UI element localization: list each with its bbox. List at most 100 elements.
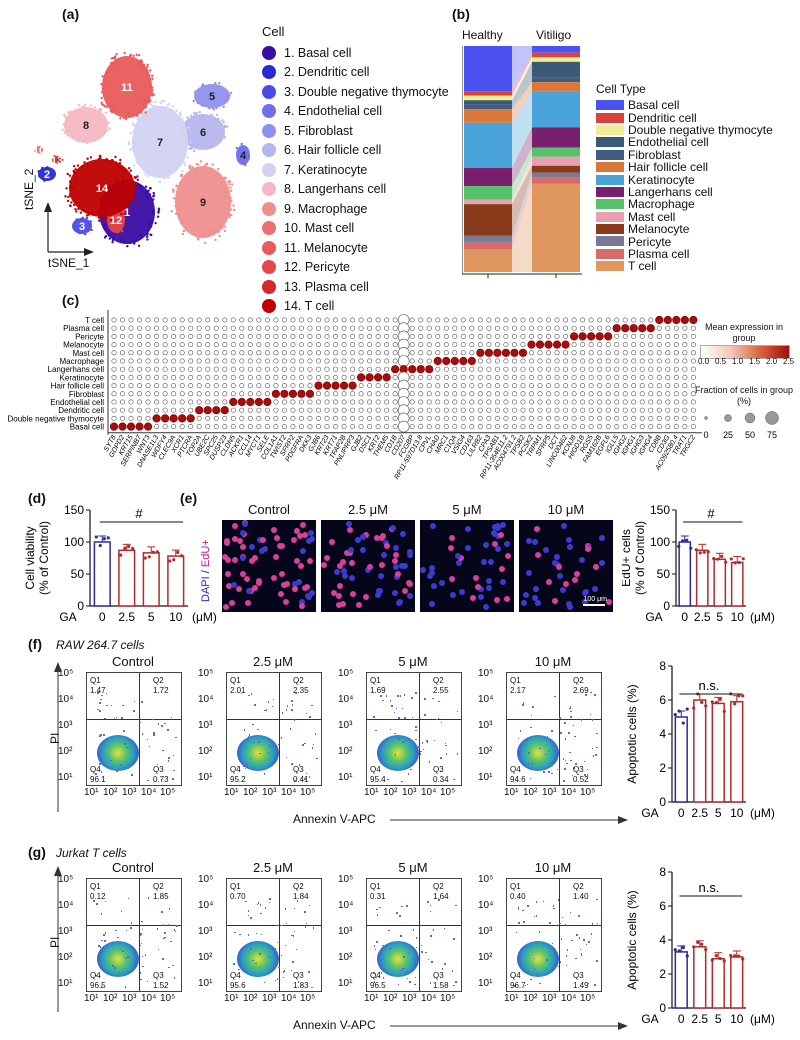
bar-point bbox=[714, 954, 718, 958]
cell-legend-label: 12. Pericyte bbox=[284, 260, 351, 275]
tsne-cluster-6 bbox=[181, 114, 225, 150]
dotplot-dot bbox=[171, 366, 177, 372]
tsne-point bbox=[41, 166, 44, 170]
celltype-legend-swatch bbox=[596, 162, 624, 173]
tsne-point bbox=[174, 205, 177, 208]
tsne-point bbox=[105, 71, 109, 74]
tsne-point bbox=[197, 100, 200, 103]
dotplot-dot bbox=[111, 391, 117, 397]
bar-point bbox=[677, 949, 681, 953]
tsne-point bbox=[228, 94, 231, 97]
dotplot-dot bbox=[145, 333, 151, 339]
tsne-point bbox=[211, 228, 215, 232]
tsne-point bbox=[142, 168, 145, 171]
tsne-point bbox=[181, 153, 184, 156]
tsne-point bbox=[138, 53, 141, 57]
dotplot-dot bbox=[196, 317, 202, 323]
tsne-point bbox=[144, 73, 148, 77]
tsne-point bbox=[91, 139, 94, 142]
dotplot-dot bbox=[188, 391, 194, 397]
tsne-point bbox=[210, 113, 213, 117]
tsne-point bbox=[216, 113, 219, 117]
stack-flow bbox=[512, 91, 532, 169]
tsne-point bbox=[135, 182, 138, 185]
tsne-point bbox=[181, 117, 184, 120]
tsne-point bbox=[179, 111, 182, 114]
tsne-point bbox=[147, 196, 151, 199]
tsne-point bbox=[146, 238, 149, 241]
stack-segment bbox=[532, 183, 580, 272]
tsne-point bbox=[76, 202, 79, 205]
tsne-cluster-14 bbox=[69, 159, 135, 217]
dotplot-dot bbox=[188, 317, 194, 323]
dotplot-dot bbox=[213, 333, 219, 339]
tsne-cluster-number: 1 bbox=[124, 207, 130, 219]
tsne-point bbox=[223, 125, 226, 129]
tsne-point bbox=[244, 162, 247, 165]
bar-point bbox=[718, 956, 722, 961]
tsne-point bbox=[148, 111, 152, 114]
dotplot-dot bbox=[213, 342, 219, 348]
bar-sig-label: n.s. bbox=[699, 880, 720, 895]
tsne-point bbox=[138, 64, 142, 68]
cell-legend-dot bbox=[262, 65, 276, 80]
bar-y-tick-label: 8 bbox=[659, 865, 666, 879]
tsne-point bbox=[188, 173, 192, 177]
cell-legend-label: 1. Basal cell bbox=[284, 45, 352, 60]
tsne-point bbox=[150, 107, 153, 111]
tsne-point bbox=[222, 105, 225, 109]
tsne-point bbox=[184, 177, 188, 180]
tsne-point bbox=[137, 244, 141, 247]
stack-segment bbox=[464, 242, 512, 250]
tsne-point bbox=[247, 155, 251, 159]
tsne-point bbox=[82, 105, 86, 109]
dotplot-dot bbox=[145, 415, 151, 421]
cell-legend-item: 5. Fibroblast bbox=[262, 121, 449, 141]
tsne-point bbox=[151, 199, 154, 202]
tsne-point bbox=[201, 114, 205, 118]
tsne-cluster-number: 12 bbox=[110, 215, 122, 227]
tsne-point bbox=[181, 218, 185, 221]
celltype-legend-title: Cell Type bbox=[596, 82, 646, 96]
tsne-point bbox=[129, 194, 132, 197]
dotplot-dot bbox=[213, 366, 219, 372]
tsne-point bbox=[160, 99, 164, 103]
stack-segment bbox=[464, 122, 512, 169]
dotplot-dot bbox=[109, 422, 119, 431]
tsne-point bbox=[150, 74, 154, 77]
tsne-point bbox=[119, 117, 122, 120]
tsne-point bbox=[101, 75, 104, 78]
tsne-point bbox=[163, 177, 166, 180]
cell-legend-label: 7. Keratinocyte bbox=[284, 162, 368, 177]
tsne-cluster-7 bbox=[132, 106, 188, 178]
tsne-point bbox=[104, 79, 107, 82]
dotplot-dot bbox=[111, 407, 117, 413]
tsne-point bbox=[165, 171, 168, 175]
celltype-legend-label: Pericyte bbox=[628, 234, 672, 249]
celltype-legend-item: Macrophage bbox=[596, 197, 773, 211]
tsne-point bbox=[53, 154, 56, 158]
tsne-point bbox=[146, 232, 149, 235]
tsne-point bbox=[145, 70, 148, 73]
celltype-legend-swatch bbox=[596, 236, 624, 247]
tsne-point bbox=[228, 180, 232, 183]
dotplot-dot bbox=[111, 317, 117, 323]
celltype-legend-item: Fibroblast bbox=[596, 148, 773, 162]
dotplot-dot bbox=[188, 333, 194, 339]
tsne-point bbox=[114, 161, 117, 164]
stack-segment bbox=[532, 172, 580, 178]
dotplot-dot bbox=[213, 325, 219, 331]
tsne-point bbox=[232, 208, 236, 212]
tsne-point bbox=[108, 69, 111, 73]
tsne-point bbox=[130, 147, 134, 151]
celltype-legend-swatch bbox=[596, 261, 624, 272]
tsne-point bbox=[128, 241, 131, 245]
tsne-point bbox=[136, 126, 139, 130]
dotplot-dot bbox=[120, 325, 126, 331]
tsne-point bbox=[132, 54, 135, 57]
tsne-point bbox=[66, 117, 69, 120]
tsne-point bbox=[221, 130, 224, 134]
tsne-point bbox=[106, 129, 109, 132]
celltype-legend-item: Basal cell bbox=[596, 98, 773, 112]
tsne-point bbox=[177, 163, 180, 166]
